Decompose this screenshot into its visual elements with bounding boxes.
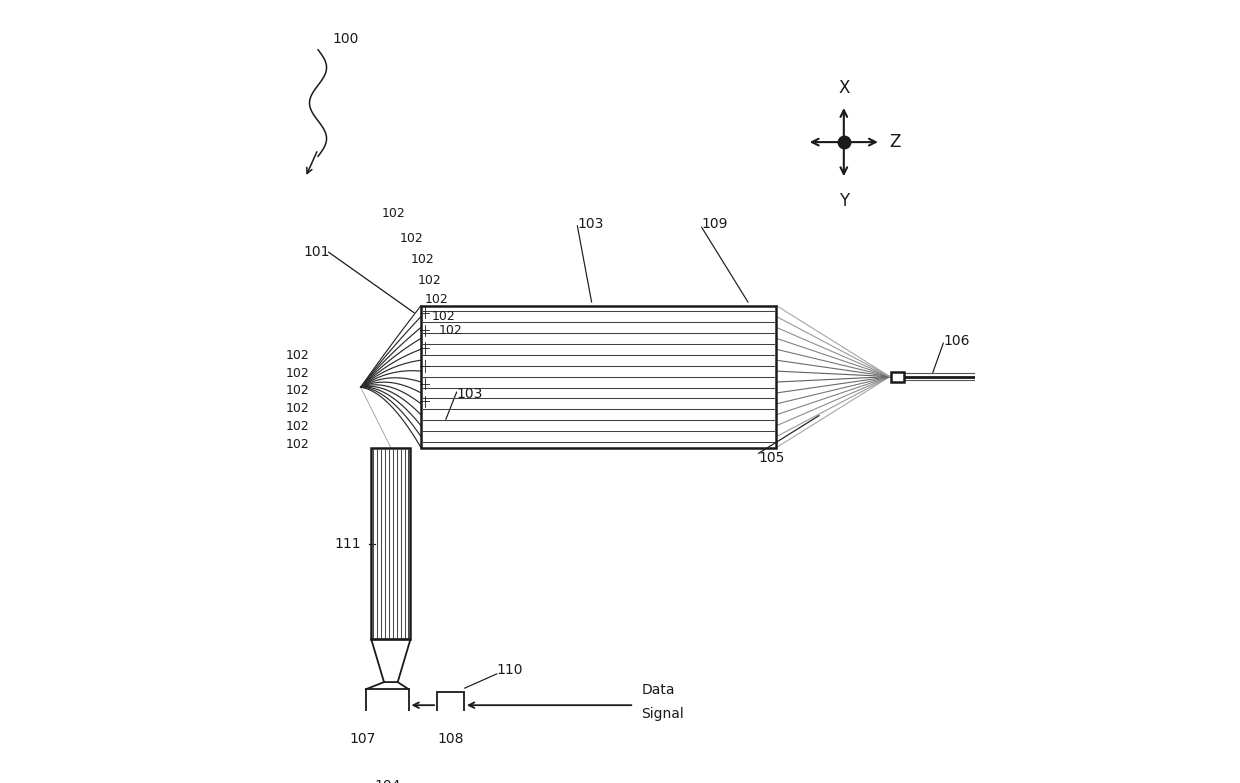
Text: 102: 102 xyxy=(418,274,441,287)
Text: 103: 103 xyxy=(456,388,482,402)
Text: 104: 104 xyxy=(374,779,401,783)
Text: 102: 102 xyxy=(382,207,405,220)
Bar xyxy=(370,749,405,771)
Text: 102: 102 xyxy=(399,232,424,244)
Text: 102: 102 xyxy=(432,310,455,323)
Bar xyxy=(436,691,464,719)
Text: 103: 103 xyxy=(578,217,604,231)
Text: 105: 105 xyxy=(759,451,785,465)
Text: Y: Y xyxy=(838,192,849,210)
Text: 101: 101 xyxy=(304,245,330,259)
Text: 110: 110 xyxy=(497,663,523,677)
Text: 102: 102 xyxy=(410,253,434,266)
Text: 107: 107 xyxy=(350,732,376,746)
Text: 102: 102 xyxy=(286,438,310,450)
Text: 102: 102 xyxy=(286,366,310,380)
Text: Data: Data xyxy=(641,683,675,697)
Text: 102: 102 xyxy=(439,324,463,337)
Text: Signal: Signal xyxy=(641,706,684,720)
Bar xyxy=(422,305,776,448)
Text: X: X xyxy=(838,78,849,96)
Text: 111: 111 xyxy=(334,536,361,550)
Text: 106: 106 xyxy=(944,334,970,348)
Text: 102: 102 xyxy=(286,348,310,362)
Bar xyxy=(371,448,410,640)
Text: 109: 109 xyxy=(702,217,728,231)
Text: 102: 102 xyxy=(286,402,310,415)
Text: Z: Z xyxy=(889,133,900,151)
Text: 102: 102 xyxy=(424,294,449,306)
Text: 102: 102 xyxy=(286,420,310,433)
Text: 100: 100 xyxy=(332,32,358,46)
Bar xyxy=(892,372,904,381)
Text: 108: 108 xyxy=(438,732,464,746)
Text: 102: 102 xyxy=(286,384,310,397)
Bar xyxy=(366,689,409,721)
